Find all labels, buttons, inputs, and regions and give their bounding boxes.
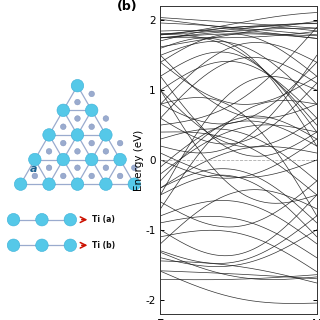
Circle shape — [46, 165, 52, 171]
Circle shape — [36, 213, 48, 226]
Circle shape — [46, 148, 52, 154]
Circle shape — [14, 178, 27, 190]
Circle shape — [89, 91, 94, 97]
Circle shape — [103, 165, 109, 171]
Circle shape — [57, 153, 69, 166]
Circle shape — [43, 129, 55, 141]
Circle shape — [7, 213, 20, 226]
Circle shape — [117, 173, 123, 179]
Circle shape — [60, 173, 66, 179]
Text: Ti (b): Ti (b) — [92, 241, 115, 250]
Text: Ti (a): Ti (a) — [92, 215, 115, 224]
Text: a: a — [30, 164, 37, 174]
Circle shape — [132, 165, 137, 171]
Circle shape — [60, 140, 66, 146]
Circle shape — [7, 239, 20, 252]
Circle shape — [71, 129, 84, 141]
Circle shape — [75, 165, 80, 171]
Text: (b): (b) — [117, 0, 137, 13]
Circle shape — [75, 99, 80, 105]
Circle shape — [85, 153, 98, 166]
Circle shape — [36, 239, 48, 252]
Circle shape — [75, 116, 80, 121]
Circle shape — [103, 148, 109, 154]
Circle shape — [75, 148, 80, 154]
Circle shape — [60, 124, 66, 130]
Circle shape — [128, 178, 140, 190]
Circle shape — [64, 213, 76, 226]
Circle shape — [117, 140, 123, 146]
Circle shape — [71, 79, 84, 92]
Circle shape — [89, 124, 94, 130]
Circle shape — [71, 178, 84, 190]
Circle shape — [64, 239, 76, 252]
Circle shape — [114, 153, 126, 166]
Circle shape — [85, 104, 98, 116]
Circle shape — [100, 129, 112, 141]
Circle shape — [28, 153, 41, 166]
Y-axis label: Energy (eV): Energy (eV) — [134, 129, 144, 191]
Circle shape — [100, 178, 112, 190]
Circle shape — [89, 173, 94, 179]
Circle shape — [57, 104, 69, 116]
Circle shape — [103, 116, 109, 121]
Circle shape — [43, 178, 55, 190]
Circle shape — [32, 173, 38, 179]
Circle shape — [89, 140, 94, 146]
